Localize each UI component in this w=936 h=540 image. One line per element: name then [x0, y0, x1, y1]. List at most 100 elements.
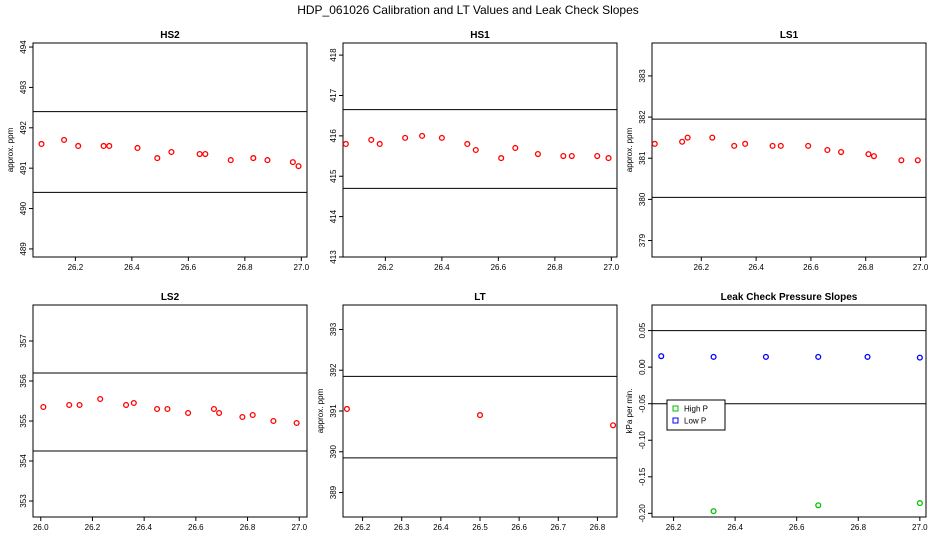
data-point — [605, 155, 612, 162]
plot-frame — [32, 304, 308, 518]
data-point — [762, 353, 769, 360]
data-point — [498, 155, 505, 162]
data-point — [472, 146, 479, 154]
data-point — [289, 159, 296, 166]
data-point — [202, 150, 209, 158]
data-point — [568, 153, 575, 160]
data-point — [38, 140, 45, 147]
x-tick-label: 26.8 — [240, 523, 256, 532]
data-point — [40, 403, 47, 411]
x-tick-label: 26.2 — [68, 263, 84, 272]
y-tick-label: 391 — [329, 404, 338, 418]
data-point — [376, 140, 383, 147]
y-tick-label: 417 — [329, 88, 338, 102]
data-point — [100, 142, 107, 150]
data-point — [710, 508, 717, 515]
x-tick-label: 26.8 — [850, 523, 866, 532]
data-point — [870, 153, 877, 160]
y-tick-label: 356 — [19, 374, 28, 388]
y-axis-label: approx. ppm — [625, 127, 634, 172]
x-tick-label: 26.2 — [694, 263, 710, 272]
legend-box — [666, 399, 726, 431]
y-axis-label: approx. ppm — [6, 127, 15, 172]
data-point — [679, 138, 686, 145]
data-point — [534, 150, 541, 158]
data-point — [731, 142, 738, 149]
y-tick-label: 492 — [19, 121, 28, 135]
y-tick-label: 392 — [329, 363, 338, 377]
panel-3: LS2 26.0 26.2 26.4 26.6 26.8 27.0 353 354 355 356 3… — [19, 292, 308, 532]
data-point — [168, 148, 175, 156]
y-tick-label: 355 — [19, 414, 28, 428]
data-point — [134, 144, 141, 152]
x-tick-label: 27.0 — [294, 263, 310, 272]
data-point — [293, 419, 300, 427]
data-point — [658, 353, 665, 360]
data-point — [865, 151, 872, 158]
y-tick-label: 380 — [638, 192, 647, 206]
x-tick-label: 26.0 — [33, 523, 49, 532]
y-tick-label: 354 — [19, 454, 28, 468]
x-tick-label: 26.2 — [378, 263, 394, 272]
data-point — [216, 409, 223, 417]
y-tick-label: 390 — [329, 445, 338, 459]
panel-2: LS1 26.2 26.4 26.6 26.8 27.0 379 380 381 382 383 ap… — [625, 30, 929, 272]
data-point — [916, 500, 923, 507]
data-point — [106, 142, 113, 150]
data-point — [864, 353, 871, 360]
data-point — [512, 144, 519, 152]
data-point — [250, 155, 257, 162]
y-tick-label: 416 — [329, 129, 338, 143]
data-point — [914, 157, 921, 164]
x-tick-label: 26.7 — [550, 523, 566, 532]
data-point — [651, 140, 658, 147]
data-point — [710, 353, 717, 360]
data-point — [154, 155, 161, 162]
data-point — [239, 413, 246, 421]
data-point — [249, 411, 256, 419]
x-tick-label: 26.4 — [433, 523, 449, 532]
data-point — [402, 134, 409, 141]
data-point — [97, 395, 104, 403]
data-point — [815, 353, 822, 360]
plot-frame — [342, 42, 618, 258]
x-tick-label: 26.4 — [434, 263, 450, 272]
y-tick-label: 0.05 — [638, 322, 647, 338]
data-point — [610, 422, 617, 429]
y-tick-label: 393 — [329, 322, 338, 336]
y-tick-label: 415 — [329, 169, 338, 183]
data-point — [270, 417, 277, 425]
y-tick-label: 357 — [19, 334, 28, 348]
data-point — [123, 401, 130, 409]
x-tick-label: 26.2 — [666, 523, 682, 532]
y-tick-label: 353 — [19, 494, 28, 508]
data-point — [709, 134, 716, 141]
data-point — [210, 405, 217, 413]
x-tick-label: 26.4 — [748, 263, 764, 272]
data-point — [342, 140, 349, 147]
x-tick-label: 26.5 — [472, 523, 488, 532]
plot-frame — [651, 304, 927, 518]
panel-title: HS1 — [470, 30, 490, 41]
data-point — [838, 149, 845, 156]
y-axis-label: approx. ppm — [316, 388, 325, 433]
data-point — [805, 142, 812, 149]
y-tick-label: -0.10 — [638, 431, 647, 450]
y-tick-label: 389 — [329, 485, 338, 499]
data-point — [769, 142, 776, 149]
x-tick-label: 26.2 — [355, 523, 371, 532]
y-tick-label: 490 — [19, 201, 28, 215]
plot-frame — [651, 42, 927, 258]
y-axis-label: kPa per min. — [625, 389, 634, 434]
legend-label: High P — [684, 405, 708, 414]
data-point — [419, 132, 426, 139]
y-tick-label: -0.20 — [638, 504, 647, 523]
y-tick-label: 489 — [19, 242, 28, 256]
data-point — [777, 142, 784, 149]
y-tick-label: 414 — [329, 209, 338, 223]
data-point — [130, 399, 137, 407]
data-point — [76, 401, 83, 409]
x-tick-label: 26.6 — [181, 263, 197, 272]
legend-swatch — [672, 405, 679, 412]
